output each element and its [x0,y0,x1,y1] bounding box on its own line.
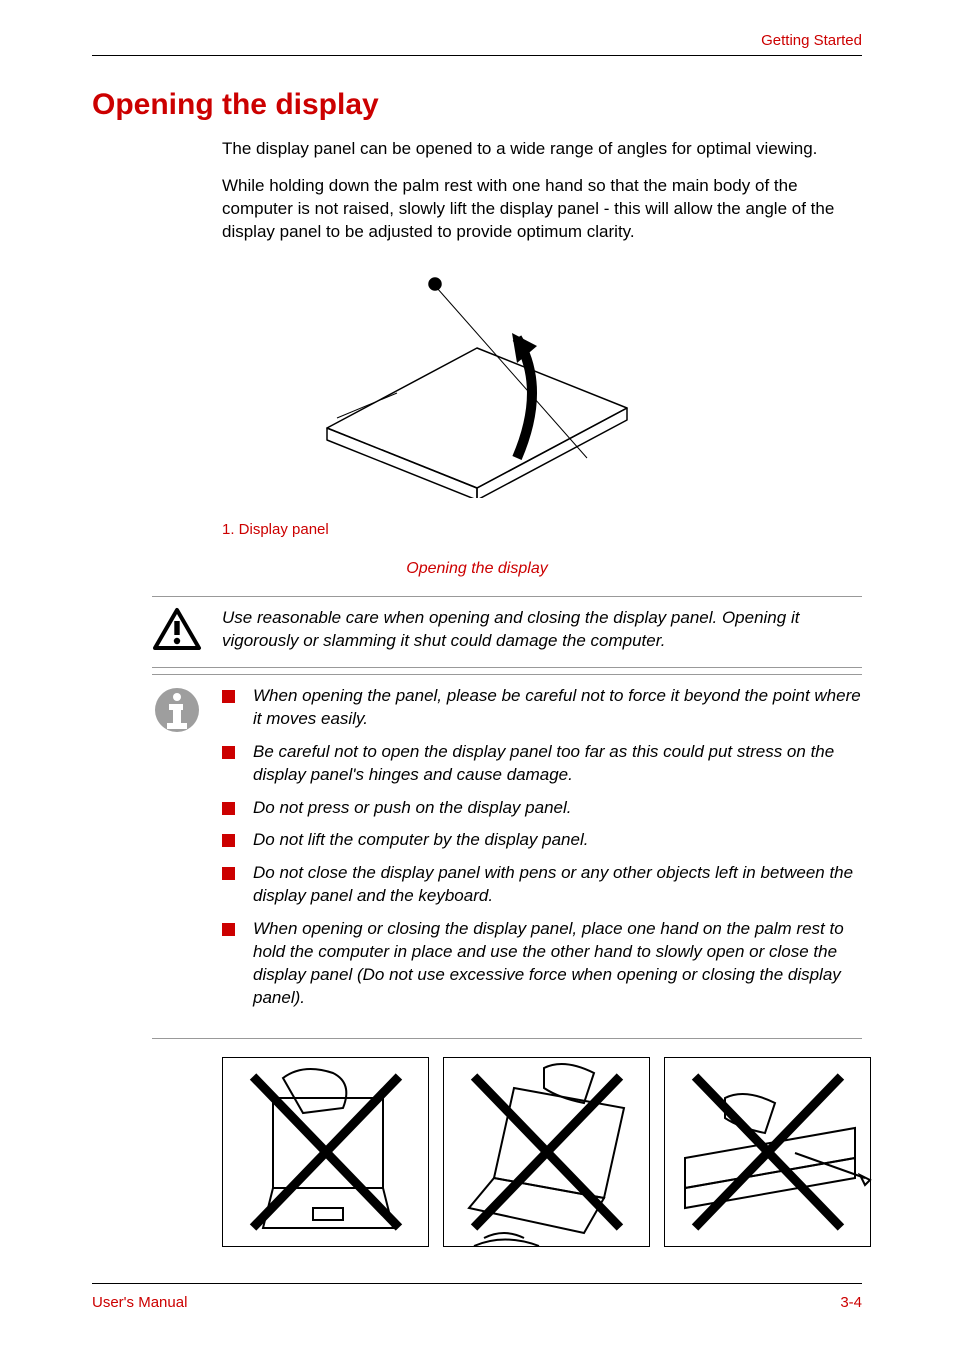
dont-illustration-3 [664,1057,871,1247]
laptop-force-open-illustration [444,1058,651,1248]
info-bullet-item: When opening or closing the display pane… [222,918,862,1010]
bullet-square-icon [222,923,235,936]
page-footer: User's Manual 3-4 [92,1283,862,1311]
illustration-row [222,1057,862,1247]
info-bullet-text: When opening the panel, please be carefu… [253,685,862,731]
info-bullet-item: Do not press or push on the display pane… [222,797,862,820]
dont-illustration-2 [443,1057,650,1247]
header-section: Getting Started [92,32,862,49]
footer-left: User's Manual [92,1294,187,1311]
dont-illustration-1 [222,1057,429,1247]
info-bullet-text: Do not press or push on the display pane… [253,797,571,820]
info-bullet-text: When opening or closing the display pane… [253,918,862,1010]
footer-right: 3-4 [840,1294,862,1311]
laptop-opening-illustration: 1 [307,268,647,498]
laptop-hold-screen-illustration [223,1058,430,1248]
info-callout: When opening the panel, please be carefu… [152,674,862,1039]
header-rule [92,55,862,56]
info-bullet-text: Do not close the display panel with pens… [253,862,862,908]
warning-callout: Use reasonable care when opening and clo… [152,596,862,668]
bullet-square-icon [222,690,235,703]
paragraph-2: While holding down the palm rest with on… [222,175,862,244]
info-bullet-item: Do not lift the computer by the display … [222,829,862,852]
bullet-square-icon [222,746,235,759]
laptop-pen-inside-illustration [665,1058,872,1248]
info-bullet-list: When opening the panel, please be carefu… [222,685,862,1020]
info-bullet-text: Be careful not to open the display panel… [253,741,862,787]
info-bullet-item: Do not close the display panel with pens… [222,862,862,908]
info-bullet-item: Be careful not to open the display panel… [222,741,862,787]
svg-text:1: 1 [433,281,438,290]
bullet-square-icon [222,802,235,815]
info-icon [152,685,204,740]
warning-text: Use reasonable care when opening and clo… [222,607,862,653]
page-title: Opening the display [92,88,862,122]
figure-main: 1 [92,268,862,503]
paragraph-1: The display panel can be opened to a wid… [222,138,862,161]
info-bullet-text: Do not lift the computer by the display … [253,829,588,852]
warning-icon [152,607,204,657]
bullet-square-icon [222,834,235,847]
info-bullet-item: When opening the panel, please be carefu… [222,685,862,731]
figure-callout-1: 1. Display panel [222,521,862,538]
bullet-square-icon [222,867,235,880]
figure-caption: Opening the display [92,560,862,578]
